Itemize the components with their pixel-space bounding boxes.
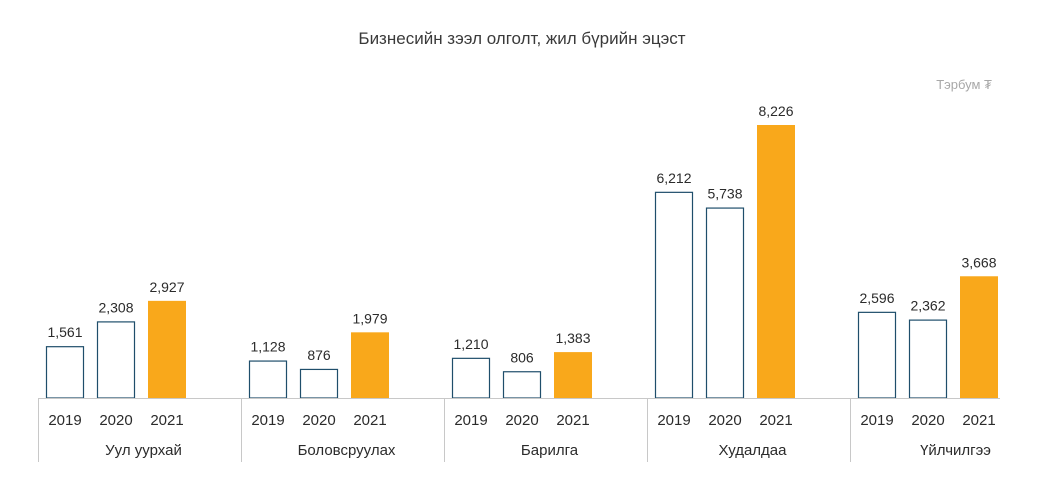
data-label: 1,210 [453, 336, 488, 352]
x-tick-label: 2020 [911, 412, 944, 429]
data-label: 2,308 [98, 299, 133, 315]
x-tick-label: 2021 [150, 412, 183, 429]
data-label: 6,212 [656, 170, 691, 186]
x-tick-label: 2019 [860, 412, 893, 429]
bar [248, 360, 288, 399]
data-label: 3,668 [961, 254, 996, 270]
bar [299, 368, 339, 399]
bar [45, 346, 85, 399]
axis-layer: 2019 2020 2021 Уул уурхай 2019 2020 2021 Боловс… [38, 398, 1000, 462]
bar [451, 357, 491, 399]
x-tick-label: 2021 [556, 412, 589, 429]
data-label: 1,561 [47, 324, 82, 340]
x-tick-label: 2021 [759, 412, 792, 429]
x-tick-label: 2020 [505, 412, 538, 429]
data-label: 2,927 [149, 279, 184, 295]
bar [148, 300, 186, 398]
data-label: 5,738 [707, 186, 742, 202]
bar [857, 311, 897, 399]
unit-label: Тэрбум ₮ [936, 77, 992, 92]
x-tick-label: 2019 [657, 412, 690, 429]
data-label: 806 [510, 349, 534, 365]
category-label: Барилга [521, 442, 579, 459]
bar [654, 191, 694, 399]
category-label: Уул уурхай [105, 442, 182, 459]
bar [554, 352, 592, 398]
data-label: 8,226 [758, 103, 793, 119]
x-tick-label: 2021 [962, 412, 995, 429]
data-label: 2,362 [910, 298, 945, 314]
chart-title: Бизнесийн зээл олголт, жил бүрийн эцэст [358, 29, 685, 48]
data-label: 1,979 [352, 310, 387, 326]
bar [960, 276, 998, 398]
bar [705, 207, 745, 399]
category-label: Боловсруулах [298, 442, 396, 459]
bar [502, 371, 542, 399]
x-tick-label: 2020 [708, 412, 741, 429]
bar [96, 321, 136, 399]
data-label: 1,383 [555, 330, 590, 346]
x-tick-label: 2019 [251, 412, 284, 429]
x-tick-label: 2019 [454, 412, 487, 429]
category-label: Үйлчилгээ [920, 442, 991, 459]
data-label: 2,596 [859, 290, 894, 306]
x-tick-label: 2019 [48, 412, 81, 429]
x-tick-label: 2020 [99, 412, 132, 429]
data-label: 876 [307, 347, 331, 363]
bars-layer: 1,561 2,308 2,927 1,128 876 1,979 1,210 806 1,38… [45, 103, 998, 399]
x-tick-label: 2020 [302, 412, 335, 429]
bar [351, 332, 389, 398]
category-label: Худалдаа [719, 442, 788, 459]
bar [908, 319, 948, 399]
x-tick-label: 2021 [353, 412, 386, 429]
bar [757, 125, 795, 398]
data-label: 1,128 [250, 339, 285, 355]
